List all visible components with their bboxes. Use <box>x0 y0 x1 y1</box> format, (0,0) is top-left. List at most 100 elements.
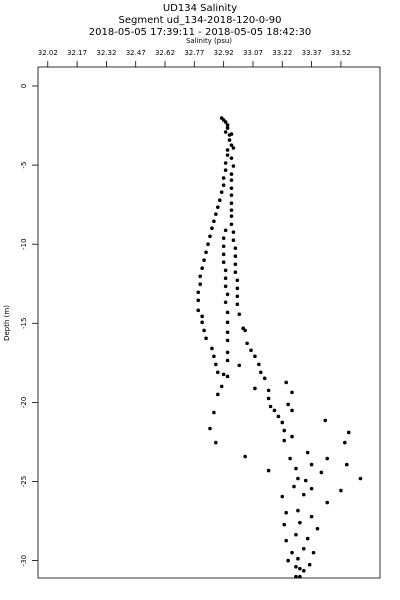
data-point <box>217 198 222 203</box>
x-tick-label: 32.77 <box>184 49 204 57</box>
y-tick-label: -30 <box>20 555 28 566</box>
data-point <box>284 510 288 515</box>
x-tick-label: 32.17 <box>67 49 87 57</box>
data-point <box>212 410 216 415</box>
data-point <box>223 168 228 172</box>
data-point <box>243 454 247 459</box>
data-point <box>266 396 271 401</box>
data-point <box>229 143 234 147</box>
chart-title: UD134 Salinity <box>163 3 237 14</box>
data-point <box>253 386 257 391</box>
data-point <box>268 404 273 409</box>
data-point <box>223 161 228 165</box>
data-point <box>214 212 218 216</box>
data-point <box>214 440 218 445</box>
data-point <box>303 478 308 483</box>
data-point <box>223 300 228 305</box>
data-point <box>296 508 300 513</box>
data-point <box>266 468 271 473</box>
data-point <box>298 520 302 525</box>
data-point <box>262 376 267 381</box>
data-point <box>229 178 234 182</box>
data-point <box>290 408 294 413</box>
data-point <box>235 294 240 299</box>
data-point <box>294 574 298 579</box>
data-point <box>229 172 234 176</box>
data-point <box>309 462 314 467</box>
data-point <box>284 538 288 543</box>
data-point <box>288 456 292 461</box>
data-point <box>212 354 216 359</box>
data-point <box>196 290 201 295</box>
data-point <box>298 574 302 579</box>
data-point <box>223 276 228 281</box>
data-point <box>225 338 230 343</box>
data-point <box>280 420 285 425</box>
data-point <box>229 132 234 136</box>
data-point <box>237 363 242 368</box>
data-point <box>225 330 230 335</box>
data-point <box>235 286 240 291</box>
data-point <box>294 532 298 537</box>
y-tick-label: 0 <box>20 84 28 88</box>
x-tick-label: 32.02 <box>38 49 58 57</box>
data-point <box>325 500 330 505</box>
y-axis-label: Depth (m) <box>3 305 11 341</box>
y-tick-label: -5 <box>20 162 28 169</box>
data-point <box>233 262 238 267</box>
data-point <box>221 260 226 265</box>
data-point <box>210 346 214 351</box>
data-point <box>325 456 330 461</box>
data-point <box>210 226 214 231</box>
data-point <box>282 438 287 443</box>
data-point <box>294 564 298 569</box>
data-point <box>311 550 316 555</box>
data-point <box>243 328 247 333</box>
data-point <box>258 370 263 375</box>
data-point <box>233 270 238 274</box>
y-tick-label: -25 <box>20 476 28 487</box>
data-point <box>266 388 271 393</box>
data-point <box>276 414 281 419</box>
data-point <box>225 123 230 127</box>
data-point <box>301 546 306 551</box>
data-point <box>245 341 249 346</box>
data-point <box>235 302 240 307</box>
data-point <box>253 354 257 359</box>
data-point <box>204 336 208 341</box>
data-point <box>227 138 232 142</box>
y-tick-label: -15 <box>20 318 28 329</box>
data-point <box>221 244 226 249</box>
data-point <box>305 536 310 541</box>
data-point <box>231 230 236 234</box>
data-point <box>204 250 208 255</box>
data-point <box>257 362 261 367</box>
data-point <box>225 374 230 379</box>
x-tick-label: 33.07 <box>243 49 263 57</box>
data-point <box>249 348 253 353</box>
data-point <box>319 470 324 475</box>
data-point <box>229 222 234 227</box>
data-point <box>309 514 314 519</box>
data-point <box>200 314 204 319</box>
data-point <box>225 148 230 152</box>
data-point <box>358 476 363 481</box>
data-point <box>198 282 203 287</box>
data-point <box>272 408 277 413</box>
data-point <box>229 214 234 218</box>
data-point <box>223 284 228 289</box>
data-point <box>223 120 228 124</box>
data-point <box>225 292 230 297</box>
data-point <box>294 466 298 471</box>
chart-subtitle: 2018-05-05 17:39:11 - 2018-05-05 18:42:3… <box>89 27 311 38</box>
data-point <box>200 320 204 325</box>
data-point <box>282 428 287 433</box>
data-point <box>219 384 224 389</box>
data-point <box>233 246 238 250</box>
data-point <box>202 328 206 333</box>
data-point <box>235 278 240 283</box>
y-tick-label: -10 <box>20 238 28 249</box>
data-point <box>305 450 310 455</box>
data-point <box>280 494 285 499</box>
